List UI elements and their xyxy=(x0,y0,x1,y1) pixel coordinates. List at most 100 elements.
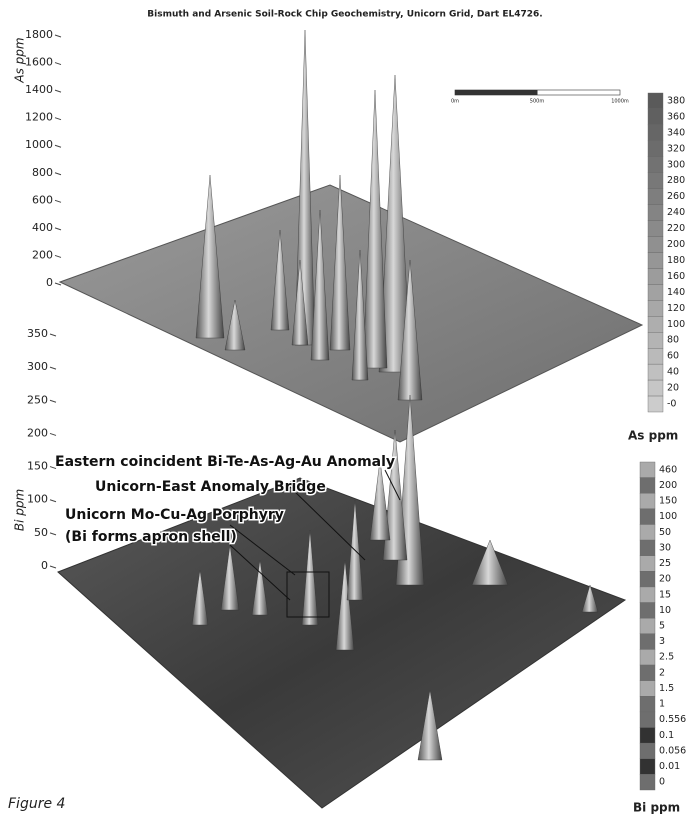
colorbar-label: 2.5 xyxy=(659,652,674,663)
colorbar-swatch xyxy=(640,634,655,650)
scale-label: 500m xyxy=(530,99,545,105)
colorbar-swatch xyxy=(640,478,655,494)
y-tick-label: 0 xyxy=(41,559,48,572)
colorbar-swatch xyxy=(640,728,655,744)
y-tick-label: 150 xyxy=(27,460,48,473)
colorbar-title: Bi ppm xyxy=(633,801,680,815)
tick-mark xyxy=(55,255,61,257)
colorbar-swatch xyxy=(648,316,663,332)
colorbar-label: 30 xyxy=(659,542,671,553)
tick-mark xyxy=(55,228,61,230)
colorbar-label: 0.556 xyxy=(659,714,686,725)
colorbar-swatch xyxy=(648,348,663,364)
y-tick-label: 800 xyxy=(32,166,53,179)
y-tick-label: 400 xyxy=(32,221,53,234)
y-tick-label: 200 xyxy=(27,426,48,439)
tick-mark xyxy=(55,173,61,175)
colorbar-label: 60 xyxy=(667,351,679,362)
figure-title: Bismuth and Arsenic Soil-Rock Chip Geoch… xyxy=(147,10,542,20)
y-tick-label: 1400 xyxy=(25,83,53,96)
colorbar-swatch xyxy=(640,743,655,759)
colorbar-label: 5 xyxy=(659,621,665,632)
colorbar-label: 150 xyxy=(659,496,677,507)
tick-mark xyxy=(55,145,61,147)
colorbar-label: 2 xyxy=(659,667,665,678)
colorbar-label: 80 xyxy=(667,335,679,346)
colorbar-swatch xyxy=(648,284,663,300)
colorbar-swatch xyxy=(648,141,663,157)
tick-mark xyxy=(50,367,56,369)
colorbar-swatch xyxy=(640,571,655,587)
tick-mark xyxy=(55,118,61,120)
y-tick-label: 300 xyxy=(27,360,48,373)
colorbar-swatch xyxy=(640,603,655,619)
y-tick-label: 1200 xyxy=(25,111,53,124)
colorbar-swatch xyxy=(640,681,655,697)
colorbar-label: 280 xyxy=(667,175,685,186)
colorbar-label: -0 xyxy=(667,399,676,410)
colorbar-label: 15 xyxy=(659,589,671,600)
colorbar-swatch xyxy=(648,173,663,189)
y-tick-label: 200 xyxy=(32,248,53,261)
colorbar-label: 1 xyxy=(659,699,665,710)
colorbar-swatch xyxy=(640,618,655,634)
colorbar-swatch xyxy=(648,300,663,316)
colorbar-swatch xyxy=(640,509,655,525)
colorbar-label: 100 xyxy=(659,511,677,522)
colorbar-swatch xyxy=(648,253,663,269)
y-tick-label: 1600 xyxy=(25,56,53,69)
y-tick-label: 100 xyxy=(27,493,48,506)
y-tick-label: 50 xyxy=(34,526,48,539)
colorbar-swatch xyxy=(640,556,655,572)
colorbar-label: 320 xyxy=(667,143,685,154)
colorbar-label: 120 xyxy=(667,303,685,314)
tick-mark xyxy=(50,533,56,535)
colorbar-swatch xyxy=(648,332,663,348)
tick-mark xyxy=(50,500,56,502)
annotation: Unicorn-East Anomaly Bridge xyxy=(95,479,326,495)
colorbar-swatch xyxy=(640,493,655,509)
colorbar-label: 0.056 xyxy=(659,745,686,756)
colorbar-label: 0 xyxy=(659,777,665,788)
tick-mark xyxy=(55,90,61,92)
colorbar-label: 40 xyxy=(667,367,679,378)
colorbar-label: 220 xyxy=(667,223,685,234)
tick-mark xyxy=(55,35,61,37)
y-axis-label: Bi ppm xyxy=(13,489,27,531)
colorbar-label: 10 xyxy=(659,605,671,616)
colorbar-swatch xyxy=(648,364,663,380)
tick-mark xyxy=(55,63,61,65)
tick-mark xyxy=(50,433,56,435)
figure-caption: Figure 4 xyxy=(8,796,65,812)
colorbar-label: 50 xyxy=(659,527,671,538)
colorbar-swatch xyxy=(648,380,663,396)
tick-mark xyxy=(50,334,56,336)
colorbar-swatch xyxy=(640,462,655,478)
colorbar-label: 180 xyxy=(667,255,685,266)
y-tick-label: 0 xyxy=(46,276,53,289)
colorbar-swatch xyxy=(640,649,655,665)
colorbar-label: 200 xyxy=(659,480,677,491)
colorbar-swatch xyxy=(648,268,663,284)
surface-plane xyxy=(60,185,642,442)
colorbar-swatch xyxy=(648,93,663,109)
colorbar-label: 100 xyxy=(667,319,685,330)
colorbar-swatch xyxy=(640,759,655,775)
colorbar-swatch xyxy=(640,774,655,790)
scale-bar xyxy=(455,90,620,95)
colorbar-swatch xyxy=(648,396,663,412)
colorbar-swatch xyxy=(640,587,655,603)
colorbar-swatch xyxy=(640,524,655,540)
colorbar-label: 20 xyxy=(659,574,671,585)
colorbar-swatch xyxy=(640,540,655,556)
colorbar-swatch xyxy=(648,109,663,125)
annotation: Eastern coincident Bi-Te-As-Ag-Au Anomal… xyxy=(55,454,395,470)
colorbar-swatch xyxy=(648,189,663,205)
colorbar-label: 360 xyxy=(667,111,685,122)
colorbar-label: 0.01 xyxy=(659,761,680,772)
colorbar-label: 20 xyxy=(667,383,679,394)
colorbar-label: 300 xyxy=(667,159,685,170)
annotation: Unicorn Mo-Cu-Ag Porphyry xyxy=(65,507,284,523)
y-tick-label: 350 xyxy=(27,327,48,340)
colorbar-swatch xyxy=(648,125,663,141)
